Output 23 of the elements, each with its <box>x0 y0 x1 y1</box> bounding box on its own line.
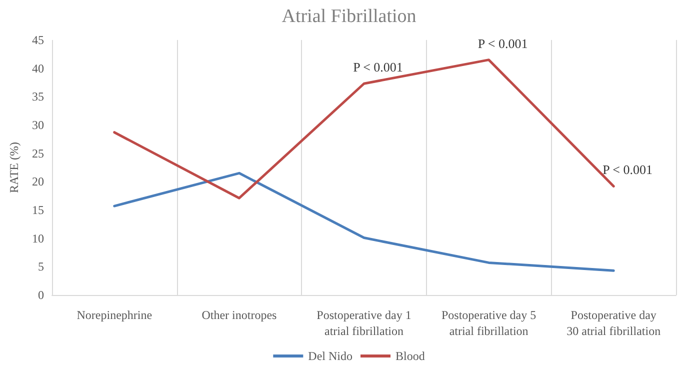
annotation: P < 0.001 <box>602 162 653 178</box>
y-tick-label: 20 <box>32 174 44 189</box>
y-tick-label: 5 <box>38 260 44 274</box>
annotation: P < 0.001 <box>353 60 403 75</box>
x-tick-label: Other inotropes <box>202 308 278 322</box>
y-tick-label: 35 <box>32 90 44 104</box>
y-tick-label: 15 <box>32 203 44 217</box>
y-tick-label: 25 <box>32 146 44 160</box>
y-tick-label: 0 <box>38 288 44 302</box>
legend-label: Del Nido <box>308 349 352 363</box>
x-tick-label: Postoperative day 30 atrial fibrillation <box>566 308 661 338</box>
y-tick-label: 40 <box>32 61 44 76</box>
y-tick-label: 45 <box>32 33 44 47</box>
y-tick-label: 30 <box>32 118 44 132</box>
annotation: P < 0.001 <box>478 36 528 51</box>
line-series <box>113 58 615 200</box>
x-tick-label: Norepinephrine <box>76 308 152 322</box>
x-tick-label: Postoperative day 5 atrial fibrillation <box>441 308 536 338</box>
y-tick-label: 10 <box>32 231 44 246</box>
legend-label: Blood <box>395 349 425 363</box>
y-axis-title: RATE (%) <box>7 142 21 193</box>
chart-title: Atrial Fibrillation <box>282 6 417 27</box>
x-tick-label: Postoperative day 1 atrial fibrillation <box>316 308 412 338</box>
